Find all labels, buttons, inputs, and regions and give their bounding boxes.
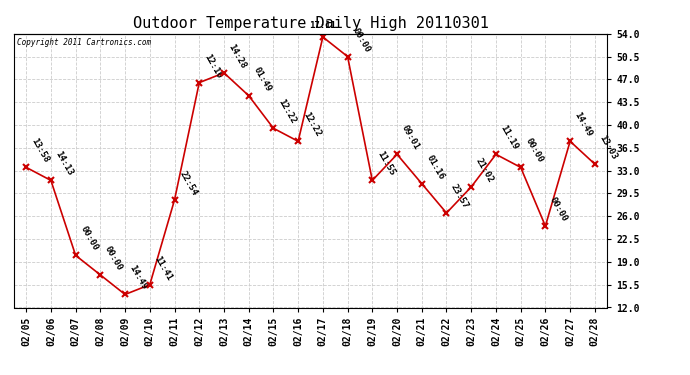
Text: 14:28: 14:28 — [227, 42, 248, 70]
Text: 13:03: 13:03 — [598, 134, 619, 161]
Text: 17:11: 17:11 — [309, 21, 336, 30]
Text: 23:57: 23:57 — [449, 183, 471, 210]
Text: Copyright 2011 Cartronics.com: Copyright 2011 Cartronics.com — [17, 38, 151, 47]
Text: 01:49: 01:49 — [251, 65, 273, 93]
Text: 14:49: 14:49 — [128, 264, 149, 292]
Text: 22:54: 22:54 — [177, 170, 199, 197]
Text: 21:02: 21:02 — [474, 156, 495, 184]
Text: 12:10: 12:10 — [202, 52, 224, 80]
Text: 00:00: 00:00 — [103, 244, 124, 272]
Text: 09:01: 09:01 — [400, 124, 421, 152]
Text: 14:13: 14:13 — [54, 150, 75, 178]
Text: 12:22: 12:22 — [301, 111, 322, 138]
Text: 11:55: 11:55 — [375, 150, 396, 178]
Title: Outdoor Temperature Daily High 20110301: Outdoor Temperature Daily High 20110301 — [132, 16, 489, 31]
Text: 11:19: 11:19 — [499, 124, 520, 152]
Text: 14:49: 14:49 — [573, 111, 594, 138]
Text: 13:58: 13:58 — [29, 137, 50, 165]
Text: 11:41: 11:41 — [152, 254, 174, 282]
Text: 12:22: 12:22 — [276, 98, 297, 126]
Text: 00:00: 00:00 — [351, 26, 372, 54]
Text: 00:00: 00:00 — [548, 195, 569, 223]
Text: 00:00: 00:00 — [79, 225, 99, 253]
Text: 01:16: 01:16 — [424, 153, 446, 181]
Text: 00:00: 00:00 — [524, 137, 544, 165]
